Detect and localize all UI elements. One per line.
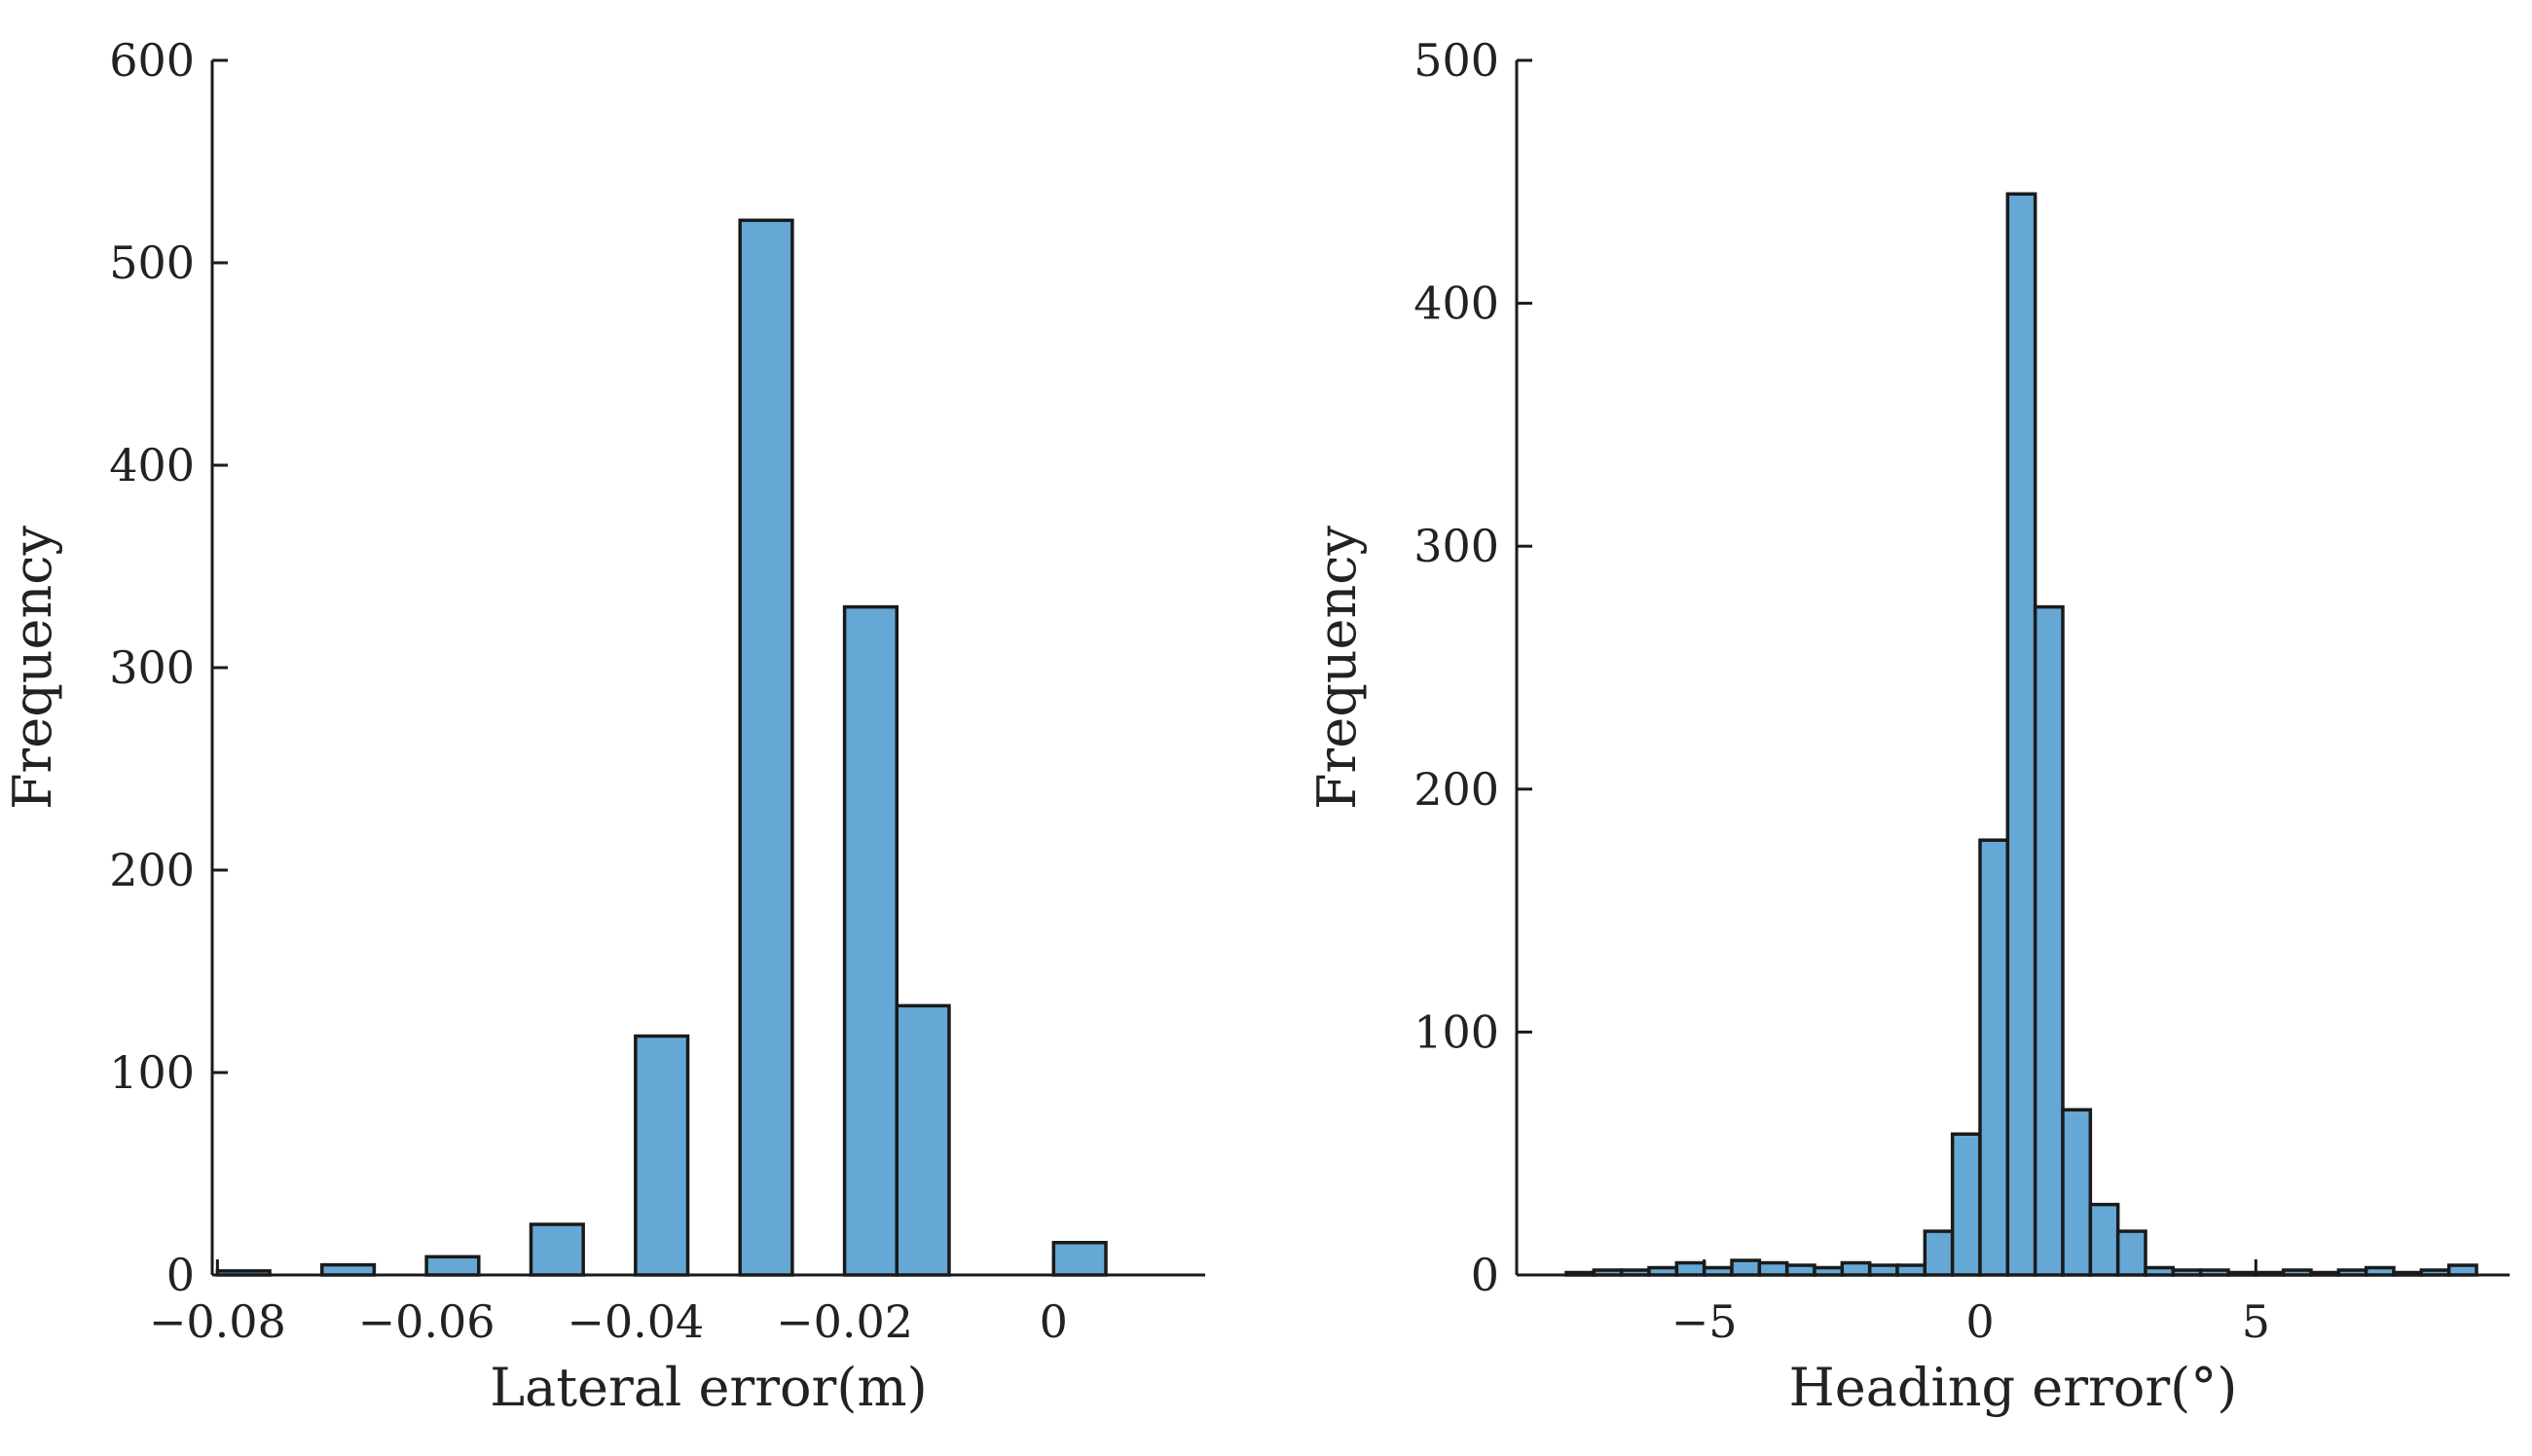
histogram-bar [2088,1202,2120,1277]
histogram-bar [895,1003,951,1277]
x-tick-label: −0.02 [776,1295,913,1348]
y-tick-label: 200 [1413,763,1499,816]
histogram-bar [1674,1260,1706,1277]
y-axis-label: Frequency [1306,525,1368,810]
y-tick-label: 600 [109,34,195,87]
x-tick-label: −0.04 [567,1295,704,1348]
histogram-bar [2005,192,2037,1277]
y-tick-label: 300 [109,641,195,694]
x-tick-label: 0 [1965,1295,1994,1348]
histogram-bar [1923,1229,1955,1277]
histogram-bar [1051,1240,1108,1277]
histogram-bar [842,604,899,1277]
y-tick-label: 200 [109,844,195,896]
histogram-bar [738,218,794,1277]
x-axis-label: Heading error(°) [1789,1357,2238,1418]
lateral-error-histogram: 0 100 200 300 400 500 600 −0.08 −0.06 −0.04 −0.02 0… [2,34,1205,1418]
y-tick-label: 300 [1413,520,1499,572]
x-axis-label: Lateral error(m) [490,1357,927,1418]
histogram-bar [634,1034,690,1277]
histogram-bar [1978,838,2010,1277]
x-tick-label: −0.06 [358,1295,495,1348]
y-tick-label: 0 [166,1249,195,1301]
y-tick-label: 100 [1413,1005,1499,1058]
y-tick-label: 500 [109,237,195,289]
x-tick-label: −0.08 [149,1295,286,1348]
histogram-bar [529,1222,585,1277]
histogram-bar [2115,1229,2147,1277]
histogram-bar [1757,1260,1789,1277]
histogram-bar [1730,1258,1762,1277]
y-tick-label: 400 [109,439,195,491]
y-tick-label: 400 [1413,277,1499,330]
histogram-bar [424,1255,481,1277]
y-tick-label: 100 [109,1046,195,1099]
histogram-bar [319,1262,377,1277]
x-tick-label: 0 [1040,1295,1068,1348]
histogram-bar [1950,1132,1982,1277]
x-tick-label: 5 [2242,1295,2270,1348]
y-tick-label: 500 [1413,34,1499,87]
histogram-bar [2033,604,2065,1277]
histogram-bar [1840,1260,1872,1277]
y-axis-label: Frequency [2,525,63,810]
x-tick-label: −5 [1671,1295,1738,1348]
histogram-bar [2061,1108,2093,1277]
y-tick-label: 0 [1471,1249,1499,1301]
